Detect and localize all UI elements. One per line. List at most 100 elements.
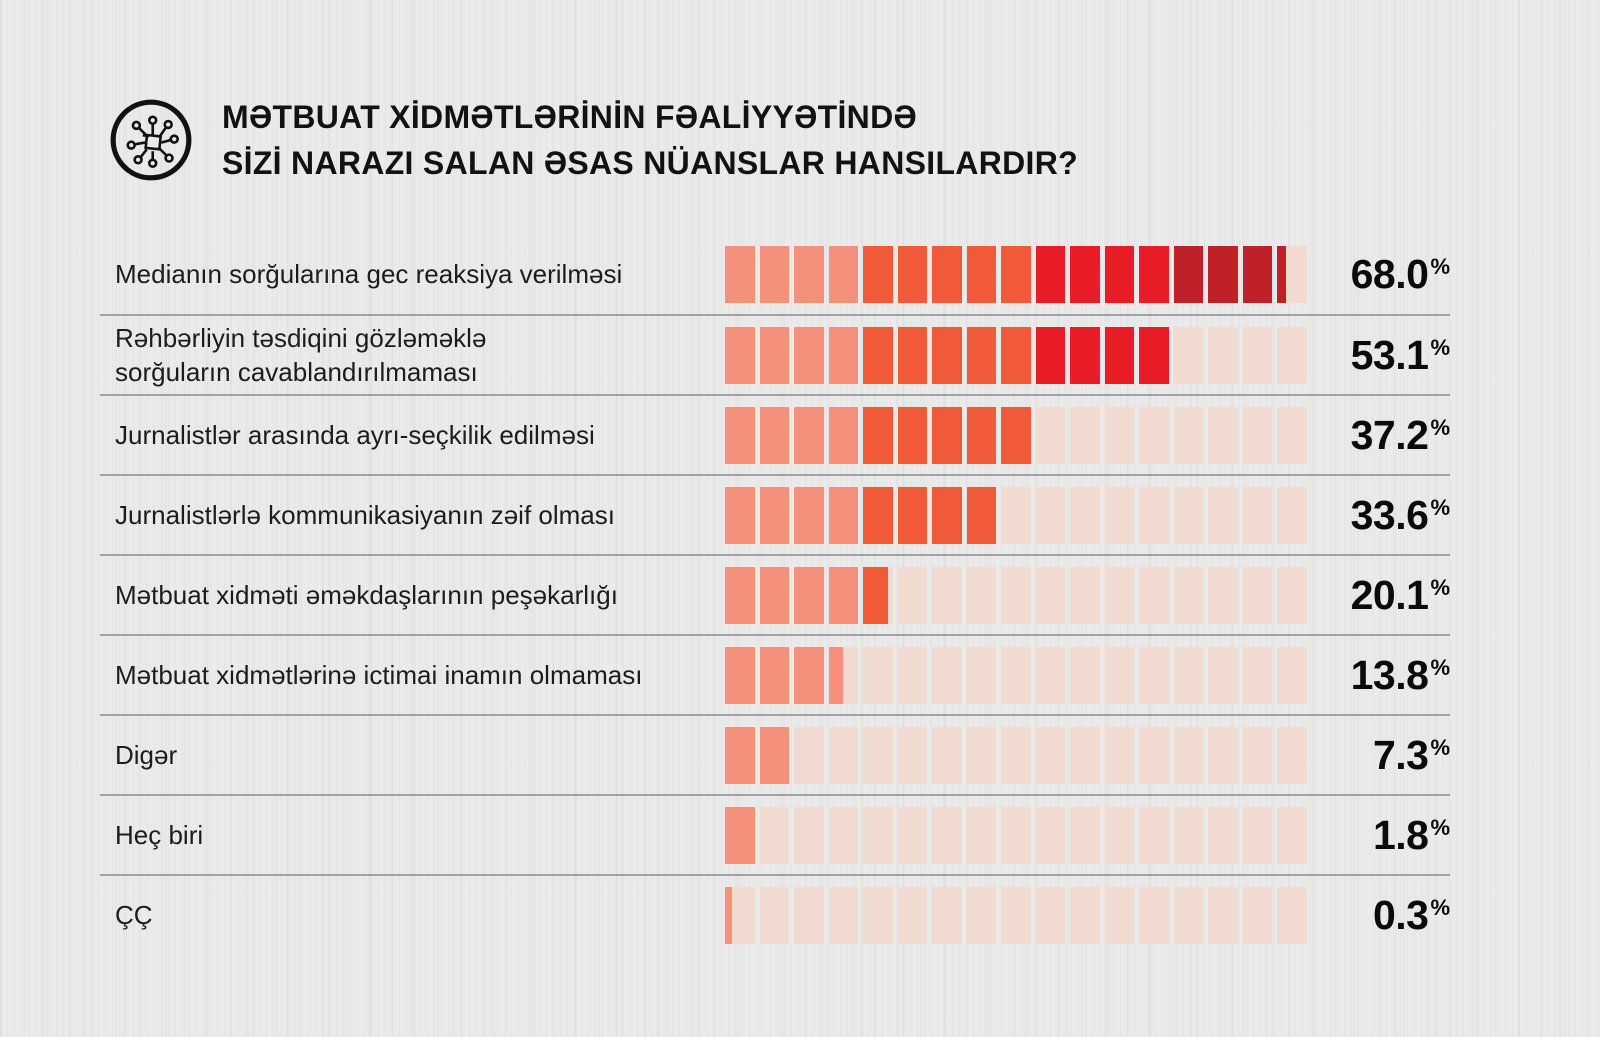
value-label: 1.8%	[1307, 812, 1450, 859]
bar-segment-fill	[759, 646, 790, 704]
bar-segment	[1104, 806, 1135, 864]
bar-segment-fill	[759, 326, 790, 384]
bar-segment	[759, 726, 790, 784]
bar-segment	[1035, 486, 1066, 544]
bar-segment	[794, 326, 824, 384]
title-line-1: MƏTBUAT XİDMƏTLƏRİNİN FƏALİYYƏTİNDƏ	[222, 99, 918, 135]
bar-segment	[725, 406, 755, 464]
bar-segment-fill	[897, 486, 928, 544]
bar-segment	[1139, 646, 1169, 704]
value-label: 13.8%	[1307, 652, 1450, 699]
bar-segment	[725, 806, 755, 864]
bar-segment	[966, 886, 997, 944]
value-label: 20.1%	[1307, 572, 1450, 619]
bar-segment	[828, 806, 859, 864]
bar	[725, 566, 1307, 624]
bar-segment	[966, 406, 997, 464]
bar-segment	[828, 646, 859, 704]
bar-segment	[725, 486, 755, 544]
value-number: 13.8	[1350, 651, 1429, 698]
bar	[725, 646, 1307, 704]
bar-segment	[1173, 406, 1204, 464]
value-unit: %	[1430, 494, 1450, 520]
bar-segment	[1070, 806, 1100, 864]
bar-segment	[1242, 486, 1273, 544]
bar-segment-fill	[1173, 245, 1204, 303]
bar-segment	[794, 406, 824, 464]
bar-segment-fill	[828, 406, 859, 464]
bar-segment-fill	[1277, 245, 1286, 303]
bar-segment	[863, 806, 893, 864]
bar-segment	[759, 886, 790, 944]
bar-segment-fill	[725, 326, 755, 384]
bar-segment	[1173, 726, 1204, 784]
bar-segment	[1035, 406, 1066, 464]
value-number: 53.1	[1350, 331, 1429, 378]
bar-segment	[1208, 646, 1238, 704]
bar-segment-fill	[966, 326, 997, 384]
bar-segment	[966, 646, 997, 704]
bar-segment-fill	[1104, 245, 1135, 303]
bar	[725, 886, 1307, 944]
bar-segment	[1035, 806, 1066, 864]
bar-segment	[1242, 245, 1273, 303]
bar-segment	[1070, 406, 1100, 464]
bar-segment	[759, 406, 790, 464]
bar-segment-fill	[932, 326, 962, 384]
bar	[725, 245, 1307, 303]
bar-segment-fill	[828, 646, 844, 704]
bar-segment	[932, 886, 962, 944]
value-unit: %	[1430, 574, 1450, 600]
bar-segment-fill	[1208, 245, 1238, 303]
bar-segment	[1242, 566, 1273, 624]
bar-segment-fill	[932, 245, 962, 303]
bar-segment	[1242, 726, 1273, 784]
bar-segment	[1242, 886, 1273, 944]
bar-segment	[1070, 566, 1100, 624]
bar-segment	[725, 566, 755, 624]
bar-segment	[1208, 806, 1238, 864]
value-unit: %	[1430, 894, 1450, 920]
bar-segment	[1208, 486, 1238, 544]
bar-segment	[1035, 726, 1066, 784]
bar-segment-fill	[1035, 245, 1066, 303]
value-number: 68.0	[1350, 250, 1429, 297]
chart-row: Digər 7.3%	[100, 714, 1450, 794]
bar-segment	[1208, 406, 1238, 464]
bar-segment	[932, 646, 962, 704]
bar-segment	[1139, 806, 1169, 864]
value-label: 0.3%	[1307, 892, 1450, 939]
category-label: Mətbuat xidməti əməkdaşlarının peşəkarlı…	[115, 580, 618, 610]
bar-segment	[863, 486, 893, 544]
category-label: Digər	[115, 740, 178, 770]
digital-network-icon	[108, 97, 194, 183]
bar-segment	[1035, 566, 1066, 624]
bar-segment	[1104, 886, 1135, 944]
bar-segment-fill	[759, 486, 790, 544]
value-label: 33.6%	[1307, 492, 1450, 539]
bar	[725, 726, 1307, 784]
bar-segment-fill	[794, 406, 824, 464]
bar-segment	[1070, 326, 1100, 384]
bar-segment-fill	[725, 886, 733, 944]
bar-segment	[1104, 326, 1135, 384]
bar-segment	[1001, 806, 1031, 864]
bar-segment-fill	[759, 406, 790, 464]
value-unit: %	[1430, 654, 1450, 680]
bar-segment	[1001, 726, 1031, 784]
bar-segment	[932, 406, 962, 464]
bar-segment	[863, 566, 893, 624]
bar-segment-fill	[794, 486, 824, 544]
value-unit: %	[1430, 253, 1450, 279]
bar-segment	[725, 886, 755, 944]
bar-segment-fill	[759, 566, 790, 624]
bar-segment	[794, 486, 824, 544]
bar-segment	[794, 245, 824, 303]
bar-segment	[1173, 245, 1204, 303]
value-number: 1.8	[1372, 811, 1429, 858]
bar-segment	[828, 406, 859, 464]
category-label: Mətbuat xidmətlərinə ictimai inamın olma…	[115, 660, 643, 690]
bar-segment	[966, 726, 997, 784]
bar-segment	[828, 245, 859, 303]
bar-segment	[794, 886, 824, 944]
